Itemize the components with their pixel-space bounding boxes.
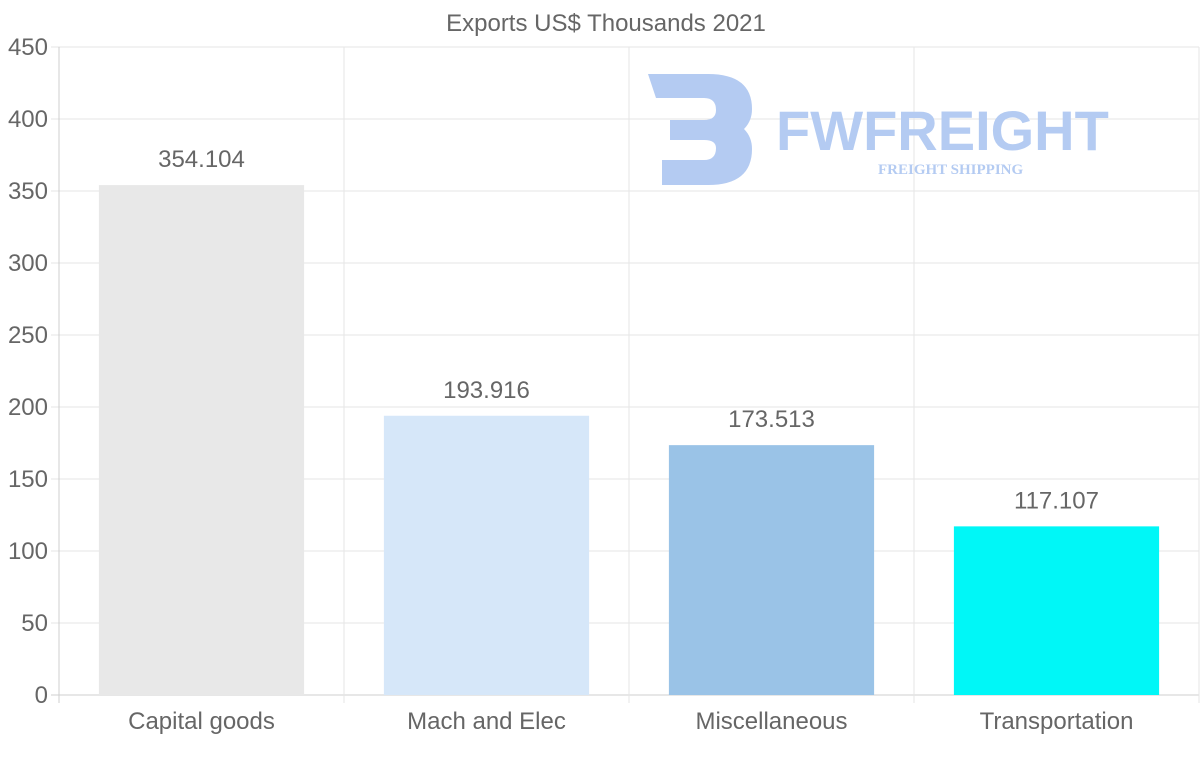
x-tick-label-transportation: Transportation [980,708,1134,735]
x-tick-label-miscellaneous: Miscellaneous [695,708,847,735]
y-tick-label-350: 350 [8,178,48,205]
y-tick-label-400: 400 [8,106,48,133]
data-label-transportation: 117.107 [1014,487,1099,514]
x-tick-label-mach-and-elec: Mach and Elec [407,708,566,735]
y-axis: 0 50 100 150 200 250 300 350 400 450 [8,34,48,709]
bar-mach-and-elec [383,415,590,695]
x-tick-label-capital-goods: Capital goods [128,708,275,735]
y-tick-label-50: 50 [21,610,48,637]
y-tick-label-200: 200 [8,394,48,421]
fwfreight-watermark: FWFREIGHT FREIGHT SHIPPING [648,74,1109,185]
fwfreight-logo-icon [648,74,752,185]
data-label-capital-goods: 354.104 [158,146,245,173]
watermark-tagline: FREIGHT SHIPPING [878,162,1023,178]
x-axis: Capital goods Mach and Elec Miscellaneous T… [128,708,1133,735]
y-tick-label-300: 300 [8,250,48,277]
bar-transportation [953,526,1160,695]
bar-capital-goods [98,185,305,695]
data-label-miscellaneous: 173.513 [728,406,815,433]
chart-title: Exports US$ Thousands 2021 [446,10,766,37]
bar-miscellaneous [668,445,875,695]
y-tick-label-100: 100 [8,538,48,565]
bars [98,185,1160,695]
data-label-mach-and-elec: 193.916 [443,377,530,404]
y-tick-label-450: 450 [8,34,48,61]
data-labels: 354.104 193.916 173.513 117.107 [158,146,1099,514]
y-tick-label-0: 0 [35,682,48,709]
y-tick-label-150: 150 [8,466,48,493]
watermark-name: FWFREIGHT [776,99,1109,162]
y-tick-label-250: 250 [8,322,48,349]
